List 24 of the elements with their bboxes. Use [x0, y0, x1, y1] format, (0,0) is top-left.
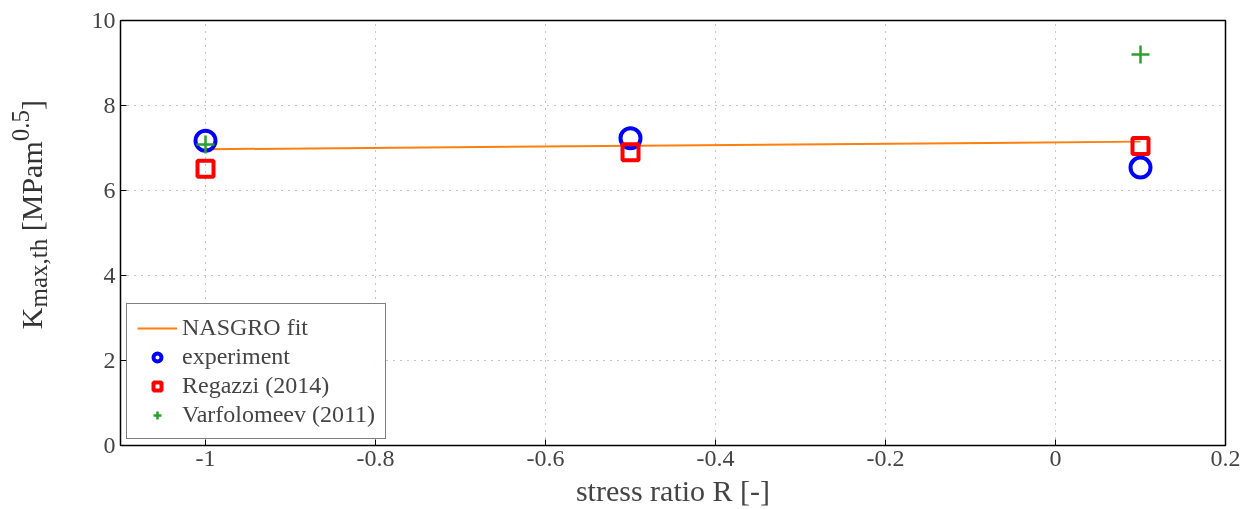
point — [620, 142, 641, 163]
y-tick-label: 6 — [103, 177, 116, 203]
x-tick-label: -0.6 — [526, 444, 565, 471]
legend-label: Regazzi (2014) — [182, 372, 330, 399]
point — [1130, 44, 1151, 65]
y-tick-label: 4 — [103, 262, 116, 288]
x-tick-label: -1 — [195, 444, 216, 471]
point — [1128, 155, 1153, 180]
legend-label: experiment — [182, 343, 290, 370]
y-tick-label: 10 — [91, 7, 116, 33]
x-tick-label: -0.2 — [866, 444, 905, 471]
x-tick-label: 0 — [1049, 444, 1062, 471]
legend-label: NASGRO fit — [182, 314, 309, 341]
x-tick-label: 0.2 — [1210, 444, 1241, 471]
point — [195, 158, 216, 179]
point — [195, 134, 216, 155]
x-axis-title: stress ratio R [-] — [575, 473, 771, 507]
point — [193, 128, 218, 153]
legend-label: Varfolomeev (2011) — [182, 401, 376, 428]
x-tick-label: -0.8 — [356, 444, 395, 471]
y-tick-label: 8 — [103, 92, 116, 118]
x-tick-label: -0.4 — [696, 444, 735, 471]
point — [1130, 135, 1151, 156]
y-tick-label: 2 — [103, 347, 116, 373]
